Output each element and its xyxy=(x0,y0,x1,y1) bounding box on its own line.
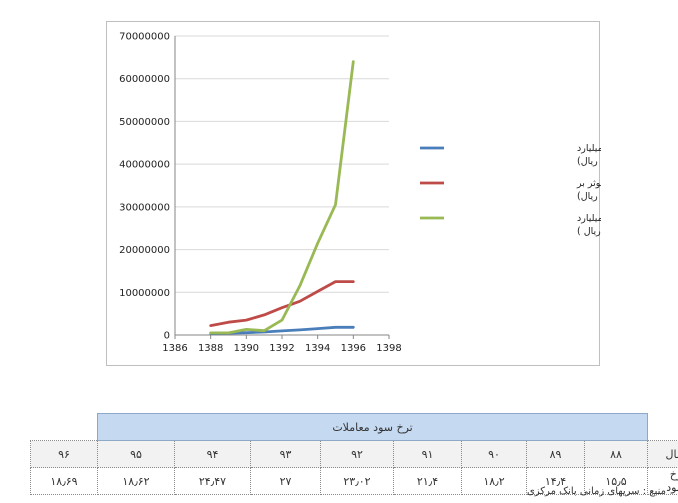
table-cell-year: ۸۸ xyxy=(583,440,649,468)
series-line-2 xyxy=(209,280,355,328)
table-title-left-spacer xyxy=(31,414,98,441)
x-tick-label: 1398 xyxy=(376,343,401,354)
legend-label-line: ریال) xyxy=(577,156,598,167)
y-tick-label: 50000000 xyxy=(119,117,170,128)
legend: پایه پولی بر حسب منابع (میلیارد ریال) نقدی… xyxy=(420,143,601,237)
line-chart: 0 10000000 20000000 30000000 40000000 5000000… xyxy=(119,32,601,355)
x-tick-label: 1394 xyxy=(305,343,330,354)
y-tick-label: 60000000 xyxy=(119,74,170,85)
series-1-point xyxy=(281,330,284,333)
series-3-point xyxy=(281,319,284,322)
row-label-rate: ترخ سود xyxy=(647,467,678,495)
legend-label-1: پایه پولی بر حسب منابع (میلیارد ریال) xyxy=(577,143,601,167)
table-title-right-spacer xyxy=(648,414,678,441)
x-tick-label: 1386 xyxy=(162,343,187,354)
table-cell-year: ۹۰ xyxy=(461,440,527,468)
table-cell-year: ۹۵ xyxy=(97,440,175,468)
legend-label-line: پایه پولی بر حسب منابع (میلیارد xyxy=(577,143,601,154)
series-2-point xyxy=(245,319,248,322)
series-3-point xyxy=(263,329,266,332)
series-1-point xyxy=(334,326,337,329)
gridlines xyxy=(175,35,389,336)
chart-frame: 0 10000000 20000000 30000000 40000000 5000000… xyxy=(106,21,601,366)
table-cell-rate: ۱۸٫۲ xyxy=(461,467,527,495)
y-tick-label: 70000000 xyxy=(119,32,170,43)
series-3-point xyxy=(316,242,319,245)
series-2-point xyxy=(281,306,284,309)
table-cell-year: ۹۱ xyxy=(393,440,462,468)
table-row-rates: ۱۸٫۶۹۱۸٫۶۲۲۴٫۴۷۲۷۲۳٫۰۲۲۱٫۴۱۸٫۲۱۴٫۴۱۵٫۵تر… xyxy=(30,467,678,495)
table-cell-rate: ۲۱٫۴ xyxy=(393,467,462,495)
table-cell-year: ۹۴ xyxy=(174,440,251,468)
table-cell-rate: ۱۸٫۶۲ xyxy=(97,467,175,495)
table-title-row: ترخ سود معاملات xyxy=(31,413,678,441)
y-tick-label: 40000000 xyxy=(119,160,170,171)
series-3-point xyxy=(209,331,212,334)
x-tick-label: 1392 xyxy=(269,343,294,354)
series-2-point xyxy=(227,321,230,324)
y-tick-label: 10000000 xyxy=(119,288,170,299)
table-cell-rate: ۲۴٫۴۷ xyxy=(174,467,251,495)
series-2-point xyxy=(334,280,337,283)
series-3-point xyxy=(334,203,337,206)
legend-label-line: ریال ) xyxy=(577,226,601,237)
series-3-point xyxy=(245,328,248,331)
table-cell-rate: ۲۷ xyxy=(250,467,321,495)
x-tick-label: 1390 xyxy=(234,343,259,354)
legend-label-3: جمع معاملات بین بانکی(میلیارد ریال ) xyxy=(577,213,601,237)
table-cell-year: ۹۶ xyxy=(30,440,98,468)
table-cell-rate: ۱۸٫۶۹ xyxy=(30,467,98,495)
series-3-point xyxy=(352,60,355,63)
legend-label-2: نقدینگی برحسب عوامل موثر برعرضه آن (میلی… xyxy=(576,177,601,202)
series-3-point xyxy=(298,284,301,287)
row-label-year: سال xyxy=(647,440,678,468)
table-cell-rate: ۱۵٫۵ xyxy=(583,467,649,495)
series-2-point xyxy=(352,280,355,283)
source-note: منبع : سریهای زمانی بانک مرکزی xyxy=(526,486,666,497)
interest-rate-table: ترخ سود معاملات ۹۶۹۵۹۴۹۳۹۲۹۱۹۰۸۹۸۸سال ۱۸… xyxy=(30,413,678,495)
x-tick-label: 1388 xyxy=(198,343,223,354)
table-title: ترخ سود معاملات xyxy=(96,413,649,441)
series-2-point xyxy=(263,314,266,317)
table-cell-year: ۹۳ xyxy=(250,440,321,468)
series-2-point xyxy=(298,300,301,303)
legend-label-line: جمع معاملات بین بانکی(میلیارد xyxy=(577,213,601,224)
series-1-point xyxy=(245,331,248,334)
series-3-point xyxy=(227,331,230,334)
table-cell-year: ۹۲ xyxy=(320,440,394,468)
interest-rate-table-wrap: ترخ سود معاملات ۹۶۹۵۹۴۹۳۹۲۹۱۹۰۸۹۸۸سال ۱۸… xyxy=(30,413,678,495)
axes: 0 10000000 20000000 30000000 40000000 5000000… xyxy=(119,32,402,355)
table-row-years: ۹۶۹۵۹۴۹۳۹۲۹۱۹۰۸۹۸۸سال xyxy=(30,440,678,468)
table-cell-rate: ۲۳٫۰۲ xyxy=(320,467,394,495)
legend-label-line: نقدینگی برحسب عوامل موثر بر xyxy=(576,177,601,189)
series-2-point xyxy=(209,324,212,327)
y-tick-label: 0 xyxy=(164,331,170,342)
series-1-point xyxy=(316,327,319,330)
x-tick-label: 1396 xyxy=(341,343,366,354)
series-1-point xyxy=(352,326,355,329)
series-lines xyxy=(209,60,355,335)
legend-label-line: عرضه آن (میلیارد ریال) xyxy=(577,189,601,202)
y-tick-label: 20000000 xyxy=(119,245,170,256)
series-2-point xyxy=(316,290,319,293)
series-1-point xyxy=(298,328,301,331)
y-tick-label: 30000000 xyxy=(119,202,170,213)
table-cell-year: ۸۹ xyxy=(526,440,585,468)
series-line-3 xyxy=(209,60,355,335)
